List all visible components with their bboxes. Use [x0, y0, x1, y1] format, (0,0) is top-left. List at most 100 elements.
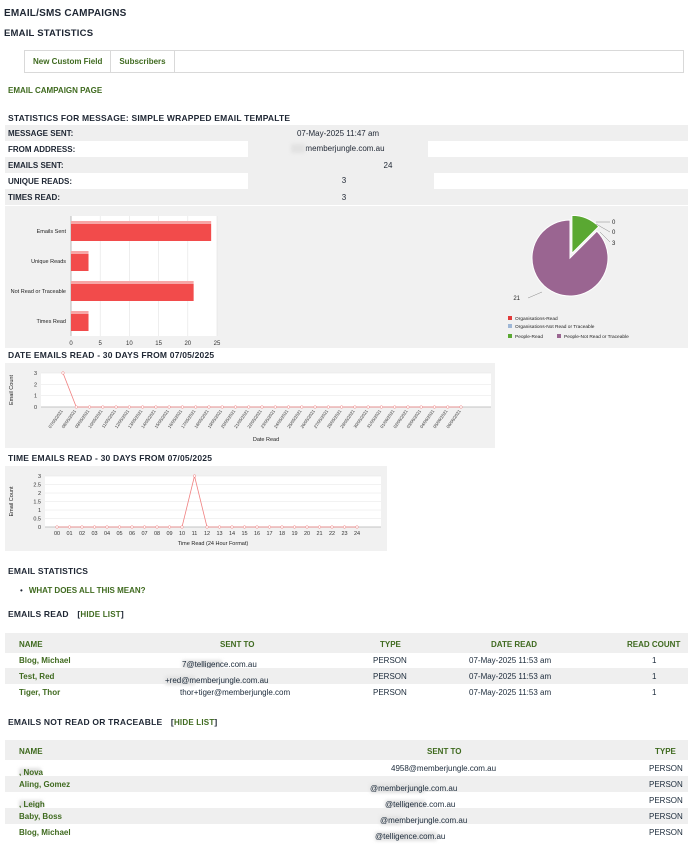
- x-tick-label: 20: [304, 531, 310, 537]
- data-point: [130, 525, 134, 529]
- stat-label: EMAILS SENT:: [8, 160, 64, 170]
- data-point: [342, 525, 347, 529]
- x-tick-label: 09: [166, 531, 172, 537]
- bar: [71, 284, 194, 301]
- data-point: [101, 405, 105, 409]
- table-row: Baby, Boss @memberjungle.com.au PERSON: [5, 808, 688, 825]
- email-statistics-heading: EMAIL STATISTICS: [8, 566, 89, 576]
- type-cell: PERSON: [649, 828, 683, 837]
- y-tick-label: 3: [38, 474, 41, 480]
- y-tick-label: 0: [38, 525, 41, 531]
- legend-label: Organisations-Read: [515, 316, 558, 322]
- type-cell: PERSON: [373, 688, 407, 697]
- data-point: [393, 405, 397, 409]
- name-cell[interactable]: Test, Red: [19, 672, 55, 681]
- name-cell: , Nova: [19, 768, 44, 777]
- data-point: [230, 525, 234, 529]
- x-tick-label: 00: [54, 531, 60, 537]
- data-point: [305, 525, 309, 529]
- pie-slice: [571, 214, 600, 255]
- x-tick-label: 13: [216, 531, 222, 537]
- bar-highlight: [71, 311, 89, 314]
- name-cell[interactable]: Baby, Boss: [19, 812, 62, 821]
- email-campaign-page-link[interactable]: EMAIL CAMPAIGN PAGE: [8, 86, 103, 95]
- type-cell: PERSON: [649, 780, 683, 789]
- redacted-text: [291, 144, 306, 154]
- y-tick-label: 1: [34, 394, 37, 400]
- data-point: [353, 405, 357, 409]
- y-axis-label: Email Count: [9, 375, 15, 405]
- bar-highlight: [71, 251, 89, 254]
- data-point: [260, 405, 264, 409]
- leader-line: [595, 223, 611, 233]
- data-point: [67, 525, 72, 529]
- col-header: READ COUNT: [627, 640, 681, 649]
- category-label: Emails Sent: [37, 229, 67, 235]
- date-line-chart: 012307/05/202108/05/202109/05/202110/05/…: [9, 371, 491, 443]
- bar-highlight: [71, 281, 194, 284]
- page-title: EMAIL/SMS CAMPAIGNS: [4, 8, 127, 19]
- hide-list-link[interactable]: HIDE LIST: [80, 610, 121, 619]
- table-row: Tiger, Thor thor+tiger@memberjungle.com …: [5, 684, 688, 700]
- y-tick-label: 3: [34, 371, 37, 377]
- x-tick-label: 14: [229, 531, 235, 537]
- legend-swatch: [508, 316, 512, 320]
- redacted-text: [370, 784, 425, 793]
- name-cell: , Leigh: [19, 800, 45, 809]
- type-cell: PERSON: [649, 764, 683, 773]
- data-point: [207, 405, 211, 409]
- pie-value-label: 0: [612, 230, 616, 236]
- emails-read-header-row: NAME SENT TO TYPE DATE READ READ COUNT: [5, 633, 688, 653]
- x-tick-label: 15: [241, 531, 247, 537]
- x-tick-label: 05: [116, 531, 122, 537]
- data-point: [326, 405, 330, 409]
- what-does-this-mean-link[interactable]: WHAT DOES ALL THIS MEAN?: [28, 586, 146, 595]
- data-point: [366, 405, 370, 409]
- col-header: NAME: [19, 747, 43, 756]
- hide-list-link[interactable]: HIDE LIST: [173, 718, 215, 727]
- data-point: [340, 405, 344, 409]
- date-read-cell: 07-May-2025 11:53 am: [469, 688, 552, 697]
- data-point: [247, 405, 251, 409]
- data-point: [180, 405, 184, 409]
- data-point: [255, 525, 259, 529]
- bar-highlight: [71, 221, 212, 224]
- data-point: [74, 405, 78, 409]
- summary-bar-chart: 0 5 10 15 20 25 Emails Sent Unique Reads Not Rea…: [11, 216, 221, 346]
- tab-new-custom-field[interactable]: New Custom Field: [25, 51, 112, 72]
- data-point: [105, 525, 109, 529]
- data-point: [205, 525, 209, 529]
- data-point: [280, 525, 284, 529]
- col-header: TYPE: [655, 747, 676, 756]
- x-tick-label: 22: [329, 531, 335, 537]
- leader-line: [599, 231, 611, 243]
- legend-label: Organisations-Not Read or Traceable: [515, 324, 595, 330]
- redacted-text: [380, 816, 402, 825]
- redacted-text: [385, 800, 425, 809]
- name-cell[interactable]: Blog, Michael: [19, 828, 71, 837]
- y-tick-label: 1: [38, 508, 41, 514]
- name-cell[interactable]: Aling, Gomez: [19, 780, 71, 789]
- x-tick-label: 11: [192, 531, 198, 537]
- data-point: [267, 525, 272, 529]
- data-point: [419, 405, 423, 409]
- redacted-text: [182, 660, 222, 669]
- y-tick-label: 0.5: [33, 517, 41, 523]
- name-cell[interactable]: Blog, Michael: [19, 656, 71, 665]
- data-point: [286, 405, 291, 409]
- pie-value-label: 0: [612, 220, 616, 226]
- col-header: NAME: [19, 640, 43, 649]
- data-point: [194, 405, 198, 409]
- x-tick-label: 15: [155, 341, 162, 346]
- data-point: [154, 405, 158, 409]
- date-read-cell: 07-May-2025 11:53 am: [469, 672, 552, 681]
- stat-value: memberjungle.com.au: [305, 144, 385, 153]
- tab-subscribers[interactable]: Subscribers: [111, 51, 175, 72]
- type-cell: PERSON: [649, 812, 683, 821]
- sent-to-cell: @telligence.com.au: [375, 832, 446, 841]
- data-point: [142, 525, 147, 529]
- name-cell[interactable]: Tiger, Thor: [19, 688, 61, 697]
- table-row: Blog, Michael 7@telligence.com.au PERSON…: [5, 652, 688, 669]
- redacted-text: [165, 676, 195, 685]
- bar: [71, 314, 89, 331]
